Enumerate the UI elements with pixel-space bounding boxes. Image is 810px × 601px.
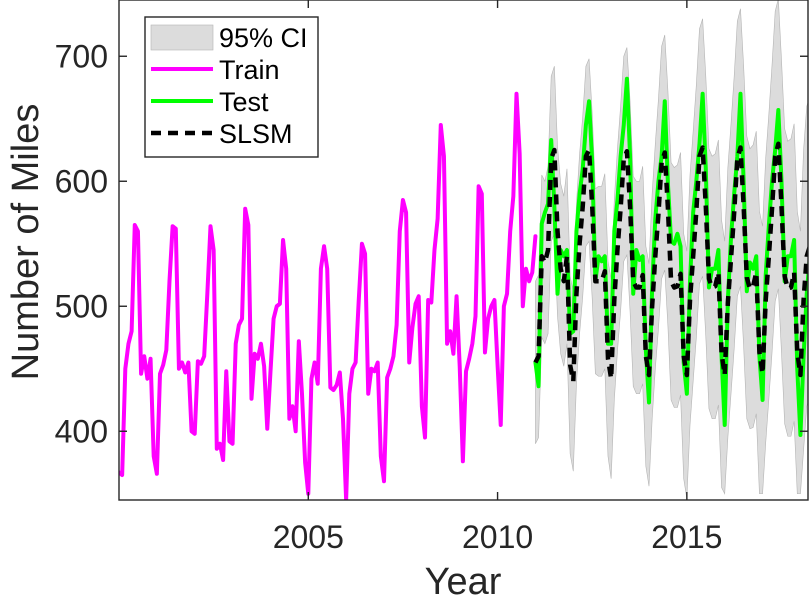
slsm-line (533, 141, 808, 384)
legend-swatch-ci (150, 24, 214, 51)
train-line (119, 91, 538, 500)
axes: 400 500 600 700 2005 2010 2015 (55, 0, 809, 555)
axes-box (118, 0, 809, 501)
legend-label-slsm: SLSM (219, 119, 293, 149)
y-tick-label: 600 (55, 163, 108, 199)
test-line (533, 76, 808, 437)
x-tick-label: 2015 (651, 519, 722, 555)
legend-label-test: Test (219, 87, 269, 117)
y-tick-label: 700 (55, 38, 108, 74)
y-axis-title: Number of Miles (5, 104, 47, 381)
legend-label-ci: 95% CI (219, 23, 308, 53)
x-axis-title: Year (425, 561, 502, 601)
x-tick-label: 2010 (462, 519, 533, 555)
x-tick-label: 2005 (273, 519, 344, 555)
y-tick-label: 500 (55, 288, 108, 324)
plot-area (119, 0, 808, 500)
y-tick-label: 400 (55, 413, 108, 449)
legend-label-train: Train (219, 55, 280, 85)
